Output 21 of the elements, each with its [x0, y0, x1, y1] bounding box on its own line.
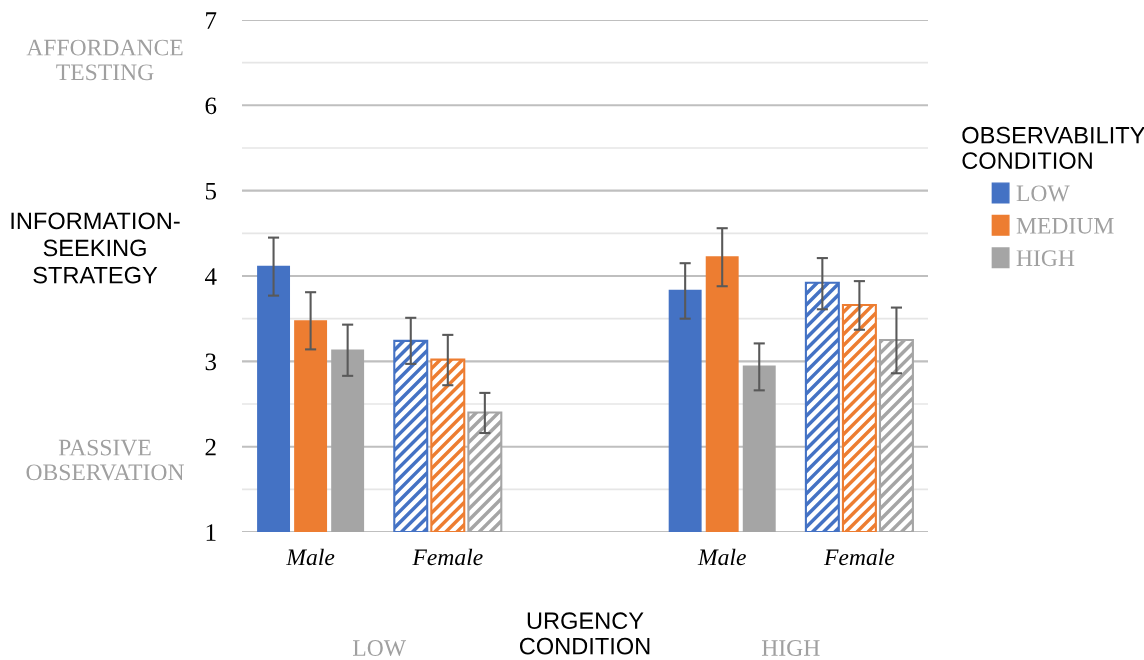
y-tick-label: 6 — [205, 97, 217, 115]
legend-label: HIGH — [1016, 250, 1075, 267]
legend-label: MEDIUM — [1016, 218, 1114, 234]
x-tick-label: Female — [412, 548, 483, 566]
x-axis-title: URGENCY CONDITION — [519, 612, 650, 655]
text: LOW — [353, 640, 407, 657]
text: HIGH — [761, 640, 820, 656]
x-tick-label: Female — [823, 548, 895, 566]
y-tick-label: 4 — [204, 268, 217, 285]
y-tick-label: 2 — [205, 438, 216, 456]
x-tick-label: Male — [697, 548, 746, 566]
text: AFFORDANCE TESTING — [26, 39, 183, 81]
y-axis-title: INFORMATION- SEEKING STRATEGY — [11, 212, 180, 284]
y-tick-label: 5 — [205, 182, 217, 200]
x-tick-label: Male — [286, 548, 335, 566]
legend-label: LOW — [1016, 185, 1070, 202]
y-tick-label: 1 — [206, 524, 216, 541]
legend-title: OBSERVABILITY CONDITION — [962, 126, 1144, 170]
y-tick-label: 3 — [205, 353, 217, 371]
y-tick-label: 7 — [206, 12, 217, 29]
text: PASSIVE OBSERVATION — [26, 439, 184, 481]
